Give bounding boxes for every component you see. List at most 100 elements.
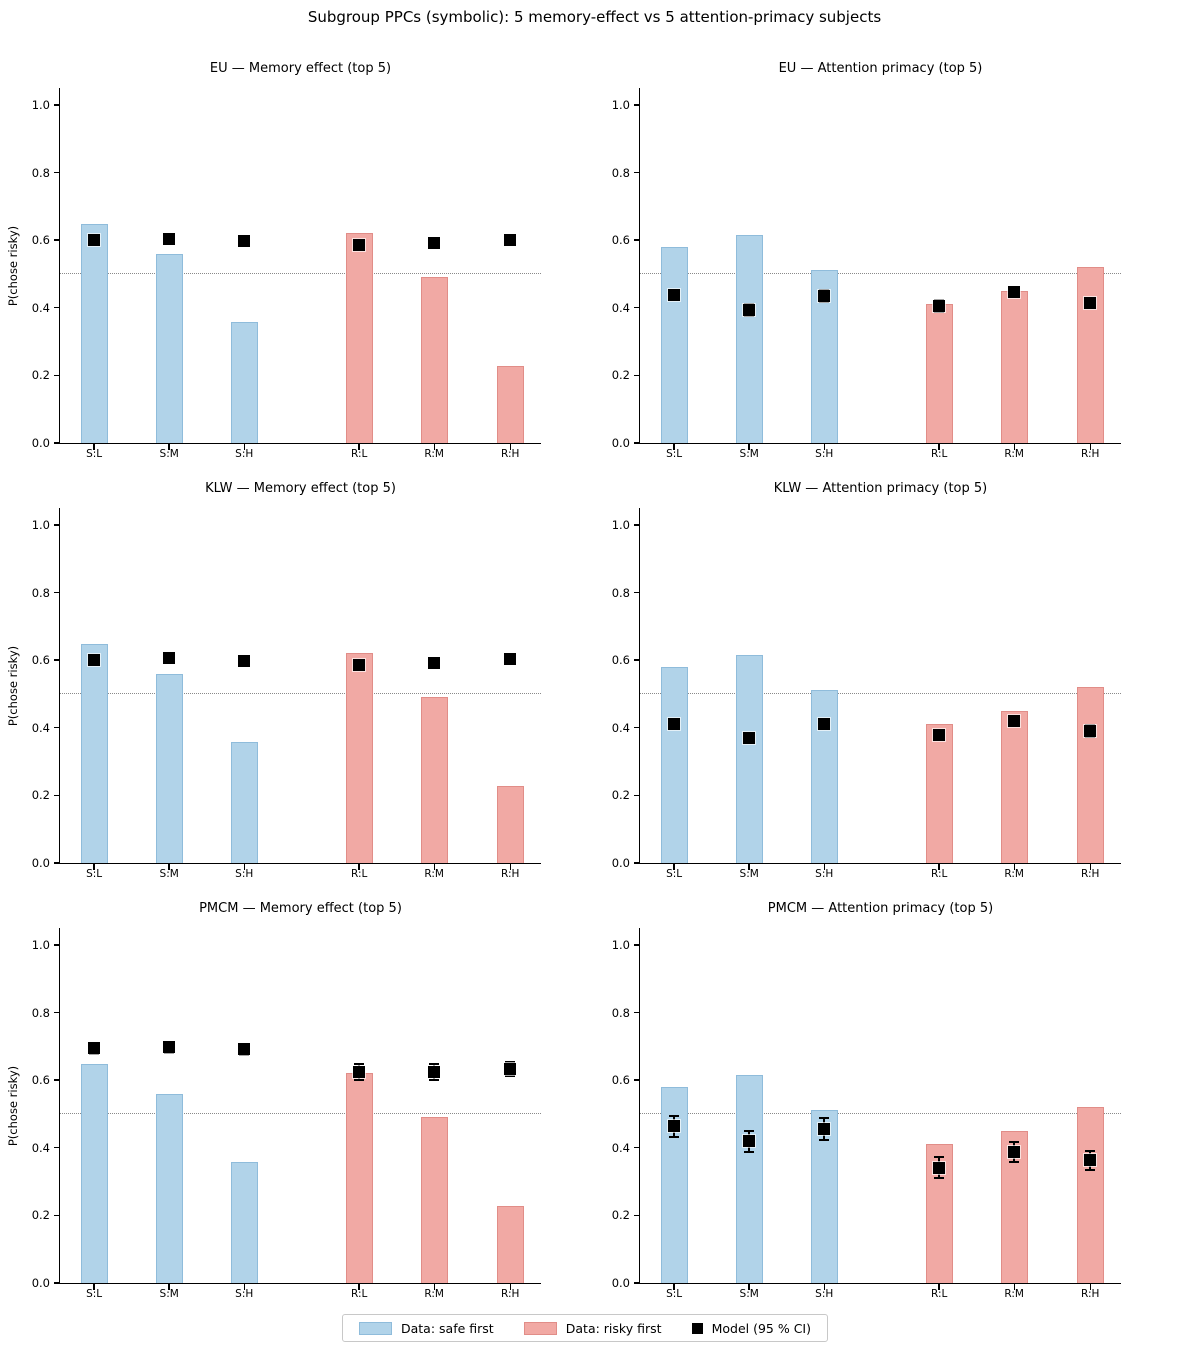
model-marker-icon	[691, 1322, 703, 1334]
x-tick-mark	[1089, 864, 1091, 870]
model-mean-marker-R:M	[428, 1066, 441, 1079]
x-tick-mark	[748, 444, 750, 450]
y-tick-label: 0.6	[611, 233, 630, 248]
x-tick-label: S:L	[86, 1288, 103, 1300]
data-bar-R:H	[1076, 266, 1104, 443]
y-tick-label: 0.6	[31, 653, 50, 668]
x-tick-mark	[93, 444, 95, 450]
data-bar-R:L	[345, 1073, 373, 1283]
x-tick-mark	[748, 864, 750, 870]
legend-label: Model (95 % CI)	[711, 1320, 811, 1336]
model-mean-marker-R:H	[504, 1062, 517, 1075]
model-mean-marker-S:L	[88, 654, 101, 667]
model-ci-cap	[744, 1129, 755, 1132]
chance-baseline	[60, 272, 541, 274]
model-mean-marker-S:H	[818, 1123, 831, 1136]
model-mean-marker-S:H	[238, 1043, 251, 1056]
risky-bar-swatch-icon	[523, 1321, 557, 1335]
x-tick-label: S:L	[86, 448, 103, 460]
y-tick-mark	[634, 442, 640, 444]
x-tick-mark	[673, 444, 675, 450]
y-tick-mark	[634, 104, 640, 106]
x-tick-mark	[93, 1284, 95, 1290]
y-tick-label: 1.0	[611, 97, 630, 112]
x-tick-mark	[673, 864, 675, 870]
chance-baseline	[640, 272, 1121, 274]
y-tick-label: 1.0	[31, 517, 50, 532]
model-ci-cap	[354, 1079, 365, 1082]
x-tick-label: R:M	[1004, 1288, 1024, 1300]
x-tick-label: R:L	[930, 448, 948, 460]
y-tick-label: 0.2	[611, 368, 630, 383]
y-tick-mark	[634, 374, 640, 377]
model-ci-cap	[1085, 1168, 1096, 1171]
x-tick-mark	[938, 1284, 940, 1290]
model-ci-cap	[354, 1062, 365, 1065]
model-mean-marker-R:M	[1008, 285, 1021, 298]
y-tick-label: 1.0	[31, 97, 50, 112]
legend-item-safe: Data: safe first	[359, 1321, 494, 1336]
y-axis-label: P(chose risky)	[6, 1065, 20, 1146]
x-tick-mark	[358, 864, 360, 870]
model-mean-marker-S:H	[238, 235, 251, 248]
model-mean-marker-S:L	[668, 718, 681, 731]
y-tick-mark	[54, 794, 60, 797]
legend-label: Data: risky first	[565, 1320, 662, 1336]
x-tick-mark	[1089, 444, 1091, 450]
model-ci-cap	[934, 1177, 945, 1180]
x-tick-label: S:M	[159, 448, 179, 460]
x-tick-label: R:M	[1004, 448, 1024, 460]
x-tick-mark	[1013, 444, 1015, 450]
x-tick-label: R:H	[501, 1288, 520, 1300]
chance-baseline	[60, 1112, 541, 1114]
x-tick-label: S:M	[159, 868, 179, 880]
data-bar-R:M	[420, 276, 448, 443]
y-tick-mark	[634, 1214, 640, 1217]
x-tick-label: S:L	[666, 1288, 683, 1300]
y-tick-label: 0.2	[31, 788, 50, 803]
model-ci-cap	[505, 1075, 516, 1078]
legend: Data: safe first Data: risky first Model (…	[342, 1314, 828, 1342]
x-tick-mark	[243, 1284, 245, 1290]
x-tick-label: R:L	[930, 1288, 948, 1300]
x-tick-label: R:L	[350, 1288, 368, 1300]
model-ci-cap	[744, 1150, 755, 1153]
model-mean-marker-S:M	[163, 651, 176, 664]
y-tick-mark	[634, 659, 640, 661]
y-tick-label: 0.8	[31, 585, 50, 600]
y-tick-label: 0.2	[611, 788, 630, 803]
subplot-2: EU — Attention primacy (top 5) 0.0 0.2 0.4 0…	[612, 61, 1121, 460]
data-bar-S:H	[810, 269, 838, 443]
model-ci-cap	[669, 1135, 680, 1138]
subplot-title: EU — Memory effect (top 5)	[209, 61, 392, 76]
model-mean-marker-S:H	[818, 718, 831, 731]
model-mean-marker-R:L	[933, 729, 946, 742]
data-bar-R:M	[420, 1116, 448, 1283]
y-tick-label: 0.6	[31, 233, 50, 248]
x-tick-mark	[168, 1284, 170, 1290]
chance-baseline	[640, 692, 1121, 694]
y-tick-mark	[634, 307, 640, 309]
x-tick-label: S:M	[739, 448, 759, 460]
x-tick-mark	[358, 444, 360, 450]
x-tick-mark	[748, 1284, 750, 1290]
data-bar-R:M	[420, 696, 448, 863]
subplot-title: PMCM — Attention primacy (top 5)	[767, 901, 994, 916]
data-bar-R:M	[1000, 710, 1028, 863]
y-tick-label: 0.0	[31, 1276, 50, 1290]
safe-bar-swatch-icon	[359, 1321, 392, 1335]
subplot-4: KLW — Attention primacy (top 5) 0.0 0.2 0.4…	[612, 481, 1121, 880]
y-tick-label: 1.0	[611, 937, 630, 952]
model-ci-cap	[744, 314, 755, 317]
data-bar-R:L	[345, 653, 373, 863]
model-mean-marker-S:L	[88, 1042, 101, 1055]
data-bar-S:M	[155, 674, 183, 863]
model-mean-marker-R:M	[1008, 1145, 1021, 1158]
model-mean-marker-S:L	[88, 233, 101, 246]
x-tick-label: S:H	[815, 1288, 834, 1300]
model-ci-cap	[429, 1079, 440, 1082]
y-tick-mark	[54, 374, 60, 377]
data-bar-S:M	[735, 1075, 763, 1283]
model-mean-marker-R:L	[353, 1066, 366, 1079]
